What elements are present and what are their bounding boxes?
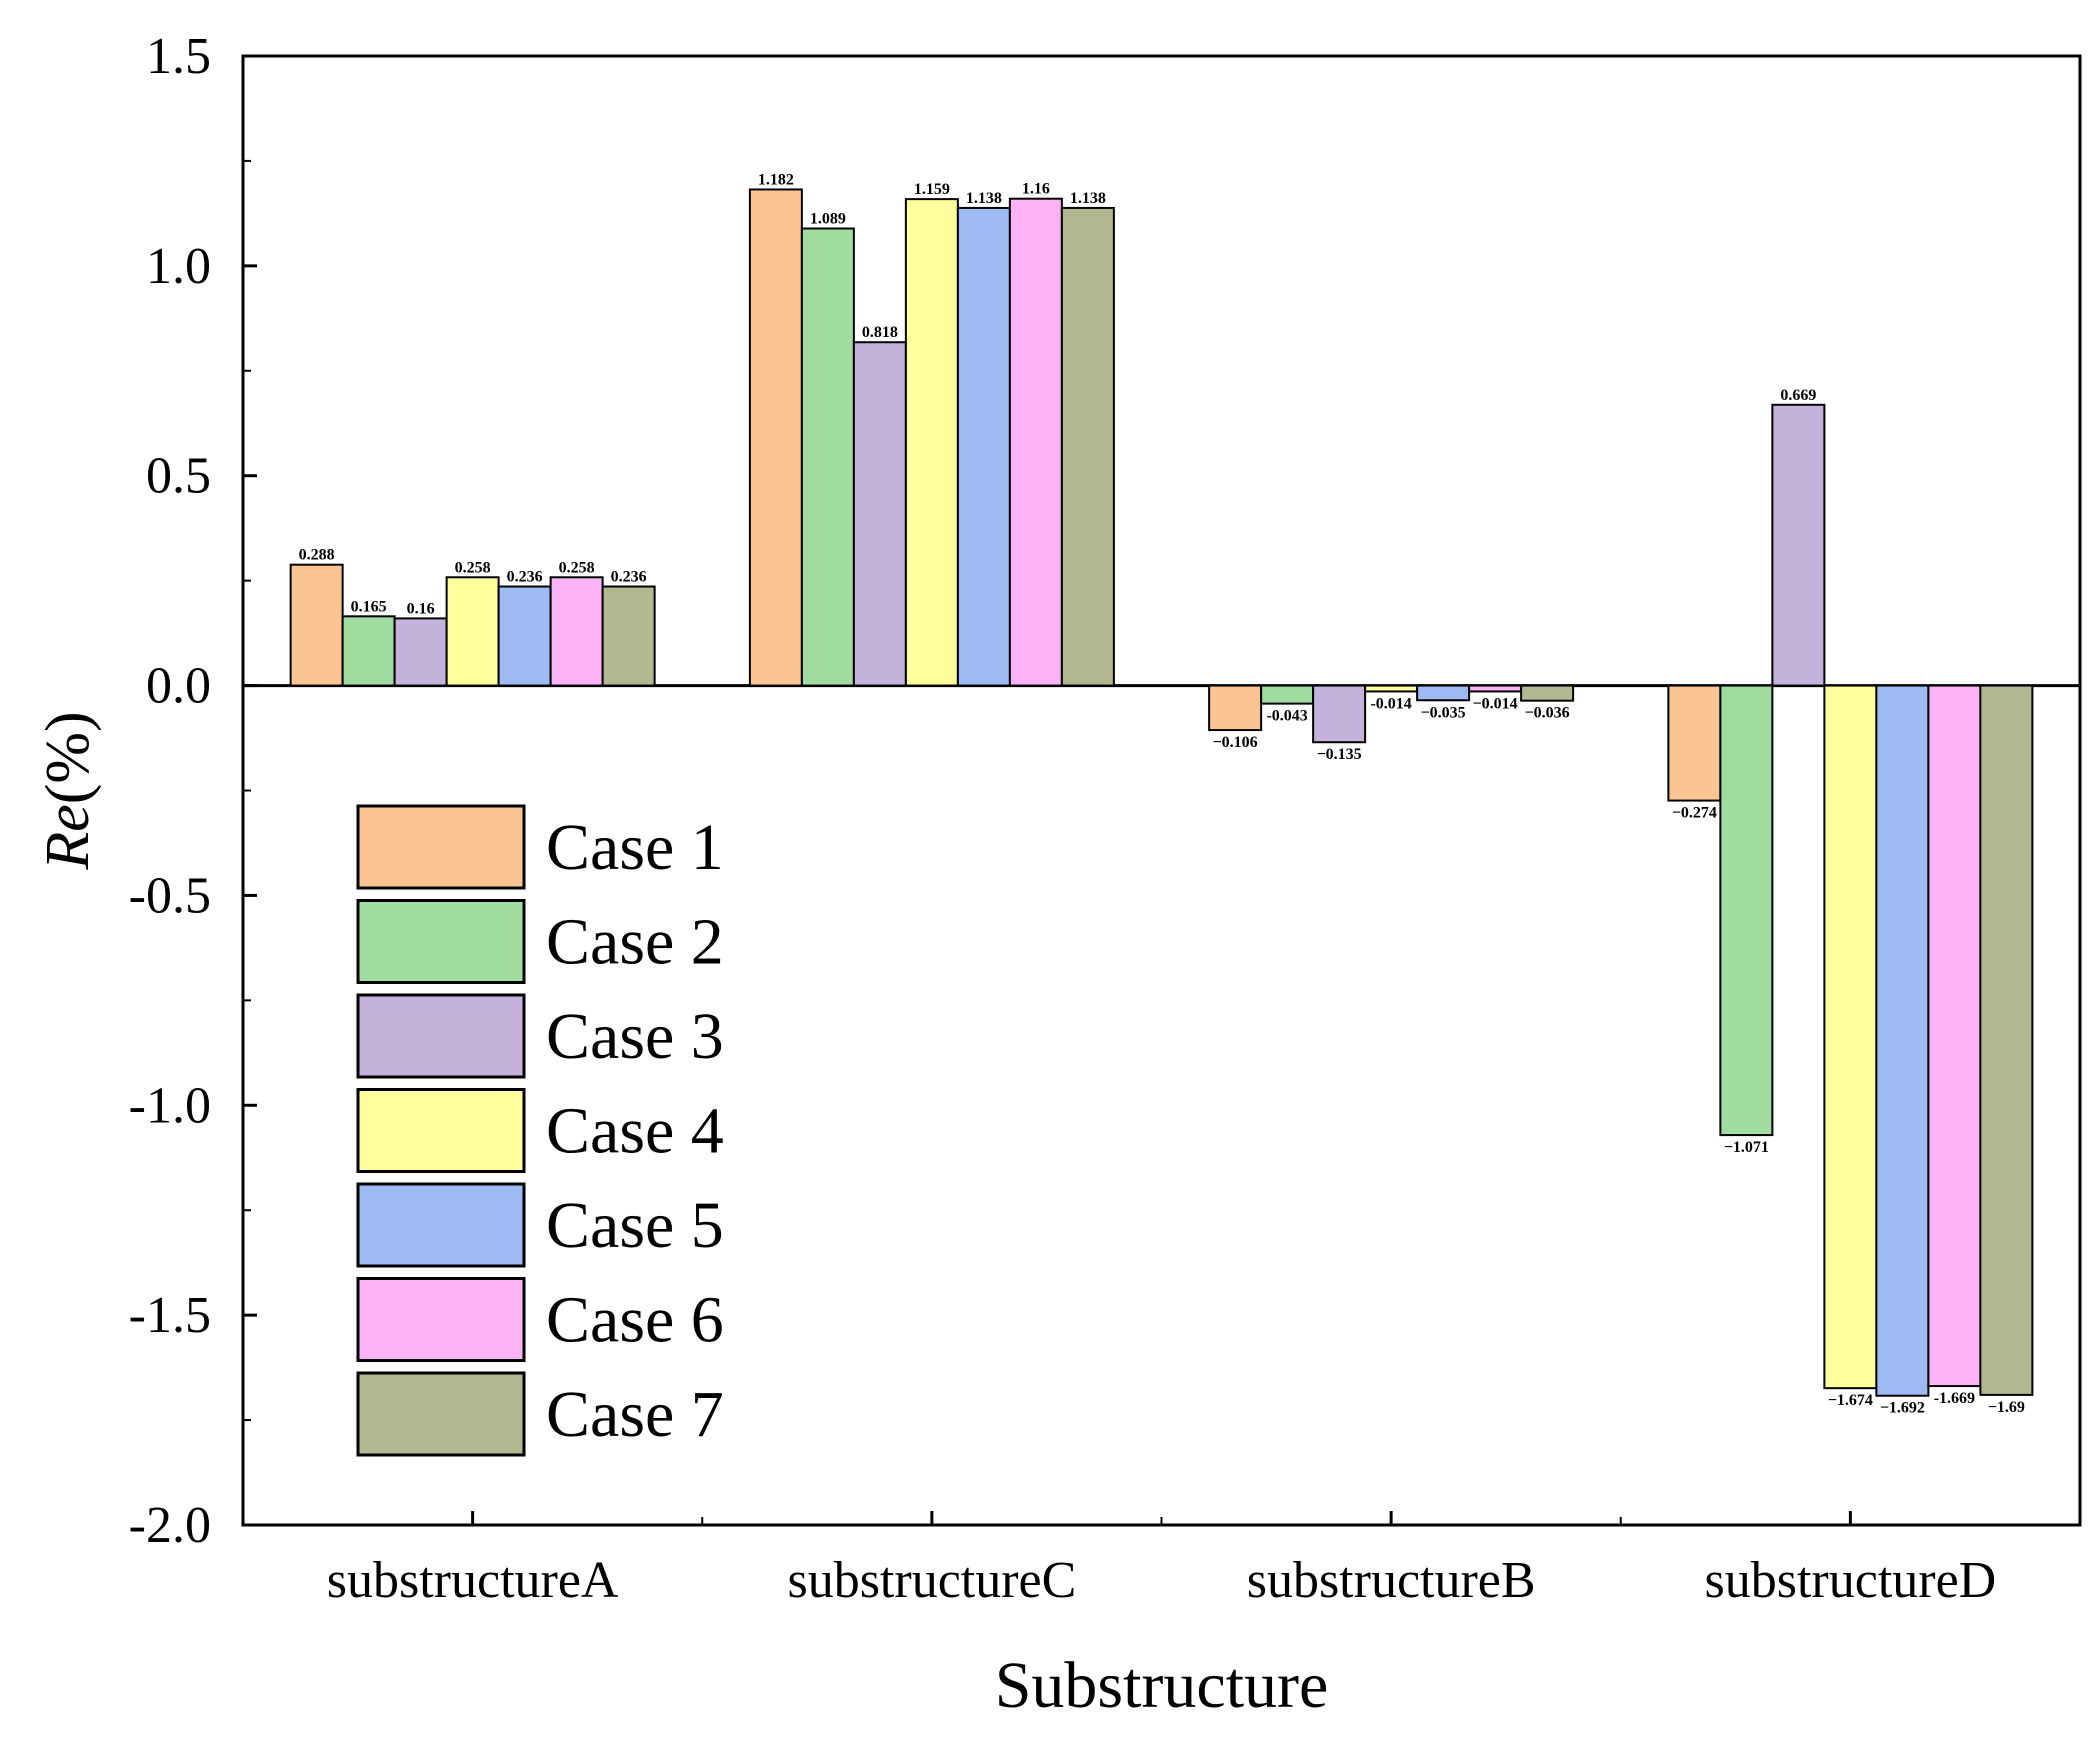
data-label-substructureD-case-6: -1.669 [1934, 1390, 1975, 1407]
bar-substructureD-case-3 [1771, 403, 1826, 687]
bar-substructureB-case-7 [1520, 684, 1575, 702]
data-label-substructureD-case-4: −1.674 [1828, 1392, 1873, 1409]
bar-substructureD-case-7 [1979, 684, 2034, 1396]
bar-substructureC-case-5 [956, 206, 1011, 687]
bar-substructureC-case-3 [852, 341, 907, 687]
data-label-substructureB-case-3: −0.135 [1317, 746, 1362, 763]
bars-layer [289, 188, 2034, 1397]
data-label-substructureD-case-2: −1.071 [1724, 1139, 1769, 1156]
data-label-substructureD-case-7: −1.69 [1988, 1399, 2025, 1416]
data-label-substructureA-case-1: 0.288 [299, 547, 335, 564]
bar-substructureC-case-6 [1008, 197, 1063, 687]
x-tick-label-substructureC: substructureC [787, 1552, 1076, 1609]
bar-substructureA-case-5 [497, 585, 552, 687]
bar-substructureC-case-2 [800, 227, 855, 687]
x-tick-label-substructureA: substructureA [327, 1552, 619, 1609]
data-label-substructureA-case-7: 0.236 [611, 569, 647, 586]
legend-swatch-case-2 [356, 899, 526, 984]
y-tick-label: -1.5 [129, 1287, 211, 1344]
y-tick-label: -1.0 [129, 1077, 211, 1134]
legend-label-case-3: Case 3 [546, 1000, 724, 1073]
legend-swatch-case-6 [356, 1277, 526, 1362]
bar-substructureD-case-6 [1927, 684, 1982, 1388]
bar-substructureC-case-4 [904, 198, 959, 687]
data-label-substructureB-case-1: −0.106 [1213, 734, 1258, 751]
legend-swatch-case-3 [356, 993, 526, 1079]
x-axis: substructureA substructureC substructureB s… [327, 1511, 1996, 1609]
x-tick-label-substructureD: substructureD [1705, 1552, 1997, 1609]
data-label-substructureB-case-4: -0.014 [1370, 695, 1411, 712]
data-label-substructureC-case-2: 1.089 [810, 211, 846, 228]
data-label-substructureB-case-6: −0.014 [1473, 695, 1518, 712]
y-tick-label: -0.5 [129, 867, 211, 924]
bar-substructureD-case-1 [1667, 684, 1722, 802]
bar-substructureD-case-5 [1875, 684, 1930, 1397]
y-tick-label: 1.5 [146, 28, 211, 85]
legend: Case 1 Case 2 Case 3 Case 4 Case 5 Case 6 Case… [356, 804, 724, 1457]
data-label-substructureB-case-5: −0.035 [1421, 704, 1466, 721]
legend-swatch-case-7 [356, 1371, 526, 1457]
bar-substructureB-case-1 [1208, 684, 1263, 732]
bar-substructureB-case-4 [1364, 684, 1419, 693]
bar-substructureD-case-2 [1719, 684, 1774, 1137]
data-label-substructureB-case-2: -0.043 [1266, 708, 1307, 725]
bar-substructureD-case-4 [1823, 684, 1878, 1390]
bar-substructureA-case-4 [445, 576, 500, 687]
data-label-substructureA-case-2: 0.165 [351, 598, 387, 615]
bar-substructureA-case-1 [289, 563, 344, 687]
y-tick-label: 0.0 [146, 658, 211, 715]
legend-swatch-case-4 [356, 1088, 526, 1173]
data-label-substructureB-case-7: −0.036 [1525, 705, 1570, 722]
legend-label-case-4: Case 4 [546, 1095, 724, 1168]
data-label-substructureA-case-6: 0.258 [559, 559, 595, 576]
legend-swatch-case-5 [356, 1182, 526, 1268]
x-axis-title: Substructure [995, 1649, 1329, 1722]
data-label-substructureC-case-7: 1.138 [1070, 190, 1106, 207]
bar-substructureB-case-6 [1468, 684, 1523, 693]
bar-substructureB-case-2 [1260, 684, 1315, 705]
x-tick-label-substructureB: substructureB [1247, 1552, 1536, 1609]
data-label-substructureC-case-4: 1.159 [914, 181, 950, 198]
data-label-substructureC-case-1: 1.182 [758, 171, 794, 188]
bar-substructureA-case-3 [393, 617, 448, 687]
data-label-substructureA-case-4: 0.258 [455, 559, 491, 576]
data-label-substructureC-case-3: 0.818 [862, 324, 898, 341]
bar-substructureB-case-3 [1312, 684, 1367, 744]
data-label-substructureD-case-5: −1.692 [1880, 1400, 1925, 1417]
legend-label-case-2: Case 2 [546, 906, 724, 979]
y-axis-title-unit: (%) [34, 711, 102, 804]
legend-label-case-6: Case 6 [546, 1284, 724, 1357]
data-label-substructureD-case-1: −0.274 [1672, 805, 1717, 822]
data-label-substructureC-case-6: 1.16 [1022, 181, 1050, 198]
y-axis-title-italic: Re [34, 804, 102, 870]
data-label-substructureA-case-5: 0.236 [507, 569, 543, 586]
bar-substructureB-case-5 [1416, 684, 1471, 702]
data-label-substructureC-case-5: 1.138 [966, 190, 1002, 207]
bar-substructureC-case-7 [1060, 206, 1115, 687]
bar-substructureA-case-6 [549, 576, 604, 687]
legend-label-case-7: Case 7 [546, 1378, 724, 1451]
bar-substructureC-case-1 [748, 188, 803, 687]
data-label-substructureD-case-3: 0.669 [1780, 387, 1816, 404]
bar-substructureA-case-2 [341, 615, 396, 687]
bar-substructureA-case-7 [601, 585, 656, 687]
legend-swatch-case-1 [356, 804, 526, 890]
data-label-substructureA-case-3: 0.16 [407, 600, 435, 617]
data-labels-layer: 0.288 0.165 0.16 0.258 0.236 0.258 0.236 1.182 1… [299, 171, 2025, 1416]
y-axis-title: Re(%) [34, 711, 102, 870]
y-tick-label: -2.0 [129, 1497, 211, 1554]
y-tick-label: 1.0 [146, 238, 211, 295]
y-axis: -2.0 -1.5 -1.0 -0.5 0.0 0.5 1.0 1.5 [129, 28, 257, 1554]
y-tick-label: 0.5 [146, 448, 211, 505]
legend-label-case-5: Case 5 [546, 1189, 724, 1262]
legend-label-case-1: Case 1 [546, 811, 724, 884]
